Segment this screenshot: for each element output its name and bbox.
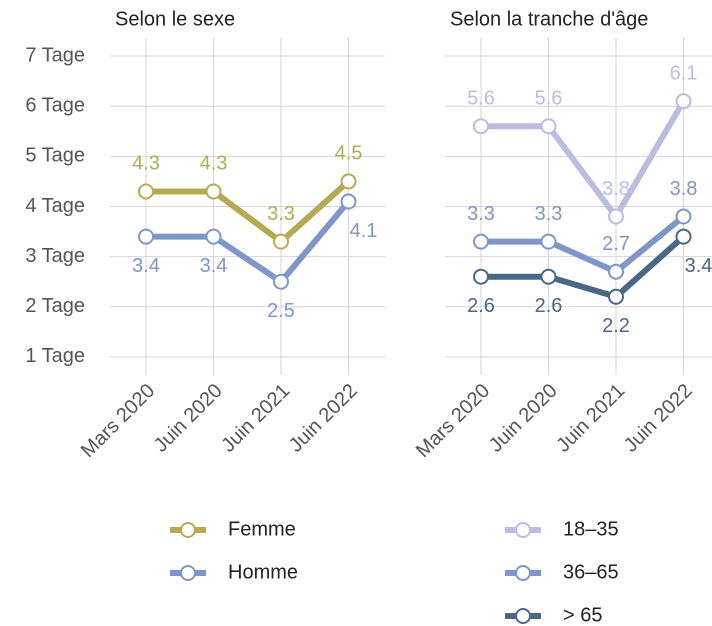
data-label: 2.2 bbox=[602, 315, 630, 337]
data-label: 3.3 bbox=[467, 203, 495, 225]
line bbox=[481, 214, 686, 275]
legend-label: > 65 bbox=[563, 604, 602, 626]
legend-label: 18–35 bbox=[563, 518, 619, 540]
point bbox=[540, 233, 557, 250]
point bbox=[675, 208, 692, 225]
point bbox=[205, 228, 222, 245]
data-label: 2.5 bbox=[267, 300, 295, 322]
panel-title: Selon la tranche d'âge bbox=[450, 8, 648, 30]
point bbox=[138, 183, 154, 200]
x-tick-label: Juin 2020 bbox=[485, 380, 562, 457]
x-tick-label: Mars 2020 bbox=[412, 380, 494, 462]
data-label: 4.5 bbox=[335, 143, 363, 165]
x-tick-label: Mars 2020 bbox=[77, 380, 159, 462]
x-tick-label: Juin 2022 bbox=[620, 380, 697, 457]
point bbox=[340, 173, 357, 190]
y-tick-label: 2 Tage bbox=[25, 295, 85, 317]
data-label: 5.6 bbox=[467, 88, 495, 110]
point bbox=[138, 228, 154, 245]
point bbox=[340, 193, 357, 210]
data-label: 3.8 bbox=[670, 178, 698, 200]
data-label: 2.7 bbox=[602, 233, 630, 255]
legend-marker bbox=[515, 522, 531, 538]
data-label: 5.6 bbox=[535, 88, 563, 110]
point bbox=[675, 93, 692, 110]
data-label: 4.3 bbox=[132, 153, 160, 175]
line bbox=[481, 234, 686, 300]
legend-label: Femme bbox=[228, 518, 296, 540]
x-tick-label: Juin 2020 bbox=[150, 380, 227, 457]
line bbox=[146, 179, 351, 245]
data-label: 3.4 bbox=[685, 255, 712, 277]
point bbox=[540, 268, 557, 285]
data-label: 3.4 bbox=[132, 255, 160, 277]
point bbox=[540, 118, 557, 135]
point bbox=[473, 233, 489, 250]
data-label: 4.3 bbox=[200, 153, 228, 175]
data-label: 3.4 bbox=[200, 255, 228, 277]
data-label: 4.1 bbox=[350, 220, 378, 242]
legend-marker bbox=[180, 565, 196, 581]
line bbox=[481, 99, 687, 220]
y-tick-label: 6 Tage bbox=[25, 94, 85, 116]
y-tick-label: 1 Tage bbox=[25, 345, 85, 367]
point bbox=[473, 118, 489, 135]
x-tick-label: Juin 2021 bbox=[552, 380, 629, 457]
x-tick-label: Juin 2021 bbox=[217, 380, 294, 457]
legend-marker bbox=[515, 565, 531, 581]
point bbox=[273, 233, 289, 250]
panel-title: Selon le sexe bbox=[115, 8, 235, 30]
data-label: 3.8 bbox=[602, 178, 630, 200]
legend-label: Homme bbox=[228, 561, 298, 583]
data-label: 3.3 bbox=[267, 203, 295, 225]
point bbox=[473, 268, 489, 285]
y-tick-label: 5 Tage bbox=[25, 145, 85, 167]
data-label: 6.1 bbox=[670, 62, 698, 84]
point bbox=[273, 273, 289, 290]
point bbox=[608, 263, 624, 280]
line bbox=[146, 199, 351, 285]
y-tick-label: 7 Tage bbox=[25, 44, 85, 66]
legend-label: 36–65 bbox=[563, 561, 619, 583]
data-label: 2.6 bbox=[467, 295, 495, 317]
y-tick-label: 4 Tage bbox=[25, 195, 85, 217]
x-tick-label: Juin 2022 bbox=[285, 380, 362, 457]
point bbox=[608, 288, 624, 305]
y-tick-label: 3 Tage bbox=[25, 245, 85, 267]
point bbox=[675, 228, 692, 245]
legend-marker bbox=[180, 522, 196, 538]
point bbox=[205, 183, 222, 200]
data-label: 3.3 bbox=[535, 203, 563, 225]
legend-marker bbox=[515, 608, 531, 624]
data-label: 2.6 bbox=[535, 295, 563, 317]
point bbox=[608, 208, 624, 225]
